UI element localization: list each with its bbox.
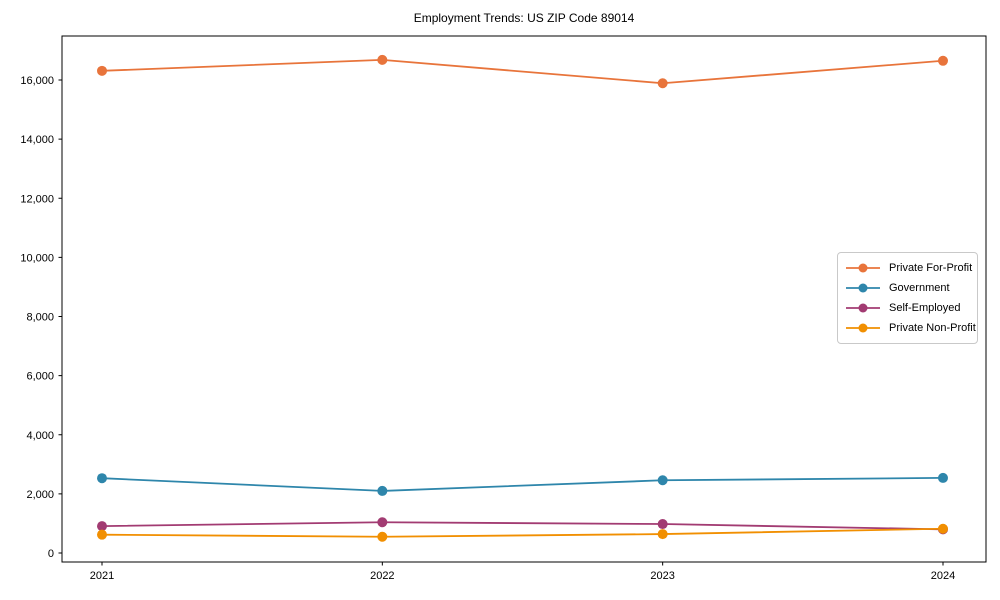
legend-entry: Government <box>845 278 971 298</box>
legend-entry: Self-Employed <box>845 298 971 318</box>
data-point-marker <box>657 529 668 540</box>
series-line-private-non-profit <box>101 527 944 538</box>
data-point-marker <box>657 78 668 89</box>
data-point-marker <box>377 54 388 65</box>
legend-label: Government <box>889 282 950 294</box>
legend-label: Self-Employed <box>889 302 961 314</box>
y-tick-label: 4,000 <box>26 430 54 442</box>
y-tick-label: 8,000 <box>26 312 54 324</box>
legend-label: Private Non-Profit <box>889 322 976 334</box>
data-point-marker <box>937 55 948 66</box>
legend-line-marker-icon <box>846 263 880 273</box>
y-tick-label: 6,000 <box>26 371 54 383</box>
legend-entry: Private Non-Profit <box>845 318 976 338</box>
legend-line-marker-icon <box>846 323 880 333</box>
chart-title: Employment Trends: US ZIP Code 89014 <box>413 11 635 25</box>
data-point-marker <box>657 519 668 530</box>
data-point-marker <box>937 523 948 534</box>
series-line-self-employed <box>101 521 944 531</box>
legend-line-marker-icon <box>846 283 880 293</box>
series-line-private-for-profit <box>101 58 944 85</box>
x-tick-label: 2021 <box>90 570 114 582</box>
x-tick-label: 2024 <box>931 570 955 582</box>
data-point-marker <box>377 517 388 528</box>
y-tick-label: 12,000 <box>20 193 54 205</box>
x-tick-label: 2023 <box>650 570 674 582</box>
data-point-marker <box>377 485 388 496</box>
y-tick-label: 10,000 <box>20 252 54 264</box>
data-point-marker <box>657 475 668 486</box>
data-point-marker <box>937 472 948 483</box>
data-point-marker <box>97 529 107 540</box>
y-tick-label: 14,000 <box>20 134 54 146</box>
data-point-marker <box>97 473 107 484</box>
legend-entry: Private For-Profit <box>845 258 973 278</box>
y-tick-label: 2,000 <box>26 489 54 501</box>
y-tick-label: 0 <box>48 548 54 560</box>
plot-border <box>61 35 987 563</box>
data-point-marker <box>97 65 107 76</box>
series-line-government <box>101 477 943 492</box>
y-tick-label: 16,000 <box>20 75 54 87</box>
data-point-marker <box>97 521 107 532</box>
chart-legend: Private For-Profit Government Self-Employe… <box>837 252 978 344</box>
data-point-marker <box>377 531 388 542</box>
legend-label: Private For-Profit <box>889 262 973 274</box>
x-tick-label: 2022 <box>370 570 394 582</box>
legend-line-marker-icon <box>846 303 880 313</box>
